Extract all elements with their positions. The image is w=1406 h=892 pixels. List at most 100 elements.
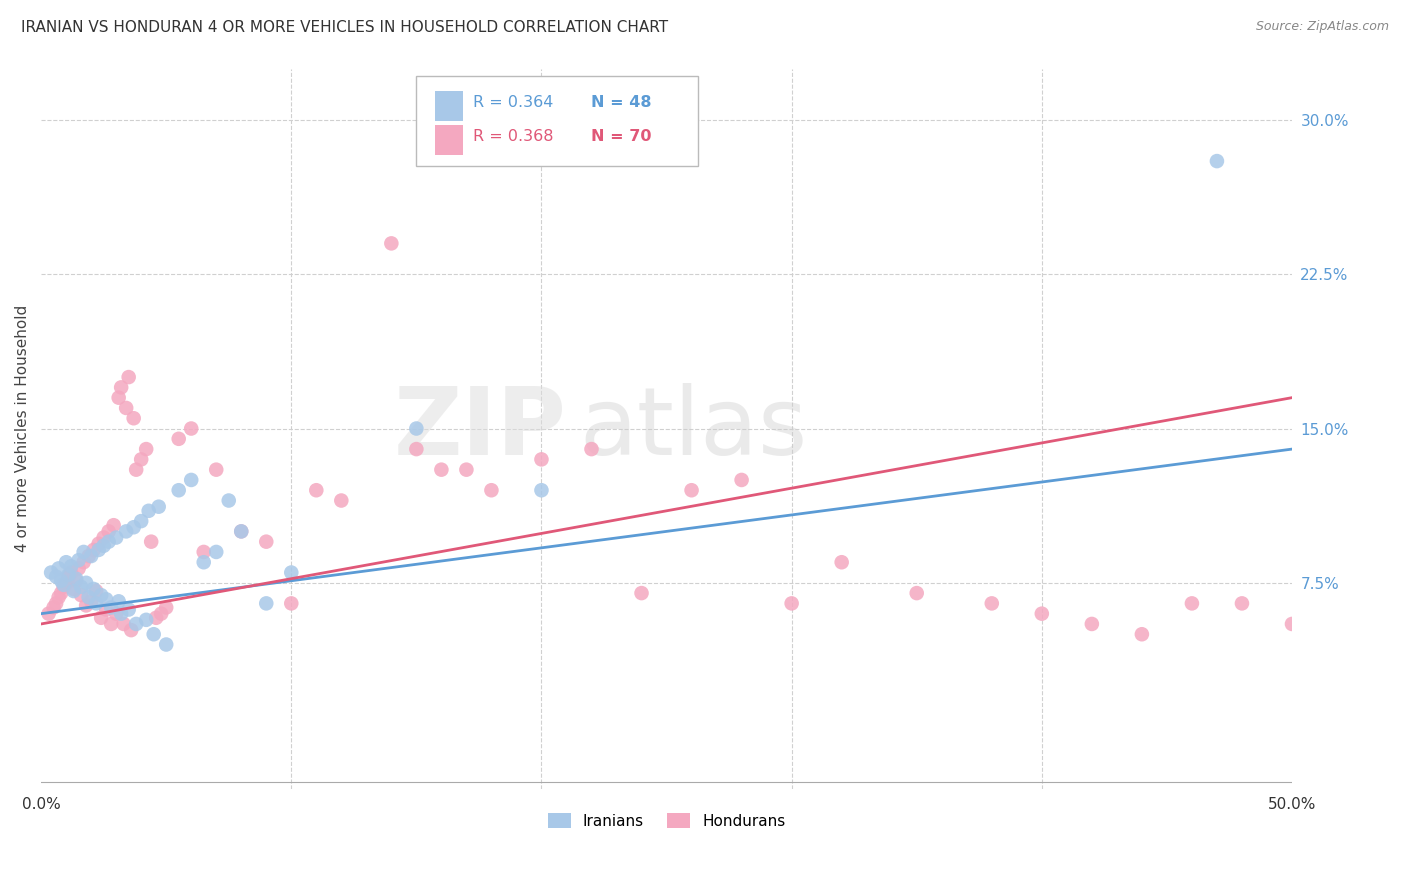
Text: N = 48: N = 48 — [592, 95, 652, 110]
Y-axis label: 4 or more Vehicles in Household: 4 or more Vehicles in Household — [15, 305, 30, 552]
Point — [38, 607, 60, 621]
Point — [58, 569, 80, 583]
Point — [75, 575, 97, 590]
Point — [84, 596, 107, 610]
Point — [77, 591, 100, 605]
Point — [330, 493, 353, 508]
Point — [70, 580, 93, 594]
Point — [205, 463, 228, 477]
Point — [60, 566, 83, 580]
Point — [49, 574, 72, 588]
Point — [58, 567, 80, 582]
Text: IRANIAN VS HONDURAN 4 OR MORE VEHICLES IN HOUSEHOLD CORRELATION CHART: IRANIAN VS HONDURAN 4 OR MORE VEHICLES I… — [21, 20, 668, 35]
Point — [1130, 627, 1153, 641]
Point — [67, 553, 90, 567]
Point — [87, 537, 110, 551]
Point — [1081, 616, 1104, 631]
Text: N = 70: N = 70 — [592, 129, 652, 145]
Point — [107, 594, 129, 608]
Point — [150, 607, 173, 621]
Text: atlas: atlas — [579, 383, 807, 475]
Point — [118, 602, 141, 616]
Point — [481, 483, 503, 498]
Point — [70, 588, 93, 602]
Point — [129, 514, 152, 528]
Point — [1031, 607, 1053, 621]
FancyBboxPatch shape — [416, 76, 697, 166]
Point — [280, 566, 302, 580]
Point — [193, 555, 215, 569]
Point — [80, 549, 103, 563]
Point — [120, 623, 142, 637]
Point — [581, 442, 603, 456]
FancyBboxPatch shape — [434, 125, 463, 155]
Point — [96, 592, 118, 607]
Point — [65, 572, 87, 586]
Point — [107, 391, 129, 405]
Point — [831, 555, 853, 569]
Point — [135, 442, 157, 456]
Point — [456, 463, 478, 477]
Point — [97, 524, 120, 539]
Point — [62, 582, 84, 596]
Point — [380, 236, 402, 251]
Point — [231, 524, 253, 539]
Point — [980, 596, 1002, 610]
Point — [115, 401, 138, 415]
Point — [80, 594, 103, 608]
Point — [142, 627, 165, 641]
Point — [72, 555, 94, 569]
Text: R = 0.368: R = 0.368 — [472, 129, 553, 145]
Point — [87, 542, 110, 557]
Point — [430, 463, 453, 477]
Point — [45, 569, 67, 583]
Point — [405, 421, 427, 435]
Point — [905, 586, 928, 600]
Point — [97, 534, 120, 549]
Point — [630, 586, 652, 600]
Point — [52, 580, 75, 594]
Point — [72, 545, 94, 559]
Point — [122, 411, 145, 425]
Point — [167, 432, 190, 446]
Point — [48, 591, 70, 605]
Point — [84, 584, 107, 599]
Point — [1206, 154, 1229, 169]
Point — [83, 542, 105, 557]
Point — [193, 545, 215, 559]
Point — [280, 596, 302, 610]
Point — [55, 555, 77, 569]
Point — [110, 607, 132, 621]
Point — [405, 442, 427, 456]
Point — [125, 616, 148, 631]
Point — [254, 534, 277, 549]
Point — [60, 559, 83, 574]
Text: ZIP: ZIP — [394, 383, 567, 475]
Point — [180, 421, 202, 435]
Point — [67, 561, 90, 575]
Point — [138, 504, 160, 518]
Point — [62, 584, 84, 599]
Point — [1230, 596, 1253, 610]
Point — [52, 578, 75, 592]
Point — [39, 566, 62, 580]
Point — [112, 616, 135, 631]
Point — [1281, 616, 1303, 631]
Point — [49, 586, 72, 600]
FancyBboxPatch shape — [434, 91, 463, 121]
Point — [681, 483, 703, 498]
Text: Source: ZipAtlas.com: Source: ZipAtlas.com — [1256, 20, 1389, 33]
Point — [110, 380, 132, 394]
Point — [530, 452, 553, 467]
Point — [145, 611, 167, 625]
Point — [96, 602, 118, 616]
Point — [105, 531, 128, 545]
Point — [218, 493, 240, 508]
Point — [141, 534, 163, 549]
Point — [83, 582, 105, 596]
Point — [55, 575, 77, 590]
Point — [125, 463, 148, 477]
Point — [77, 549, 100, 563]
Point — [167, 483, 190, 498]
Point — [90, 588, 112, 602]
